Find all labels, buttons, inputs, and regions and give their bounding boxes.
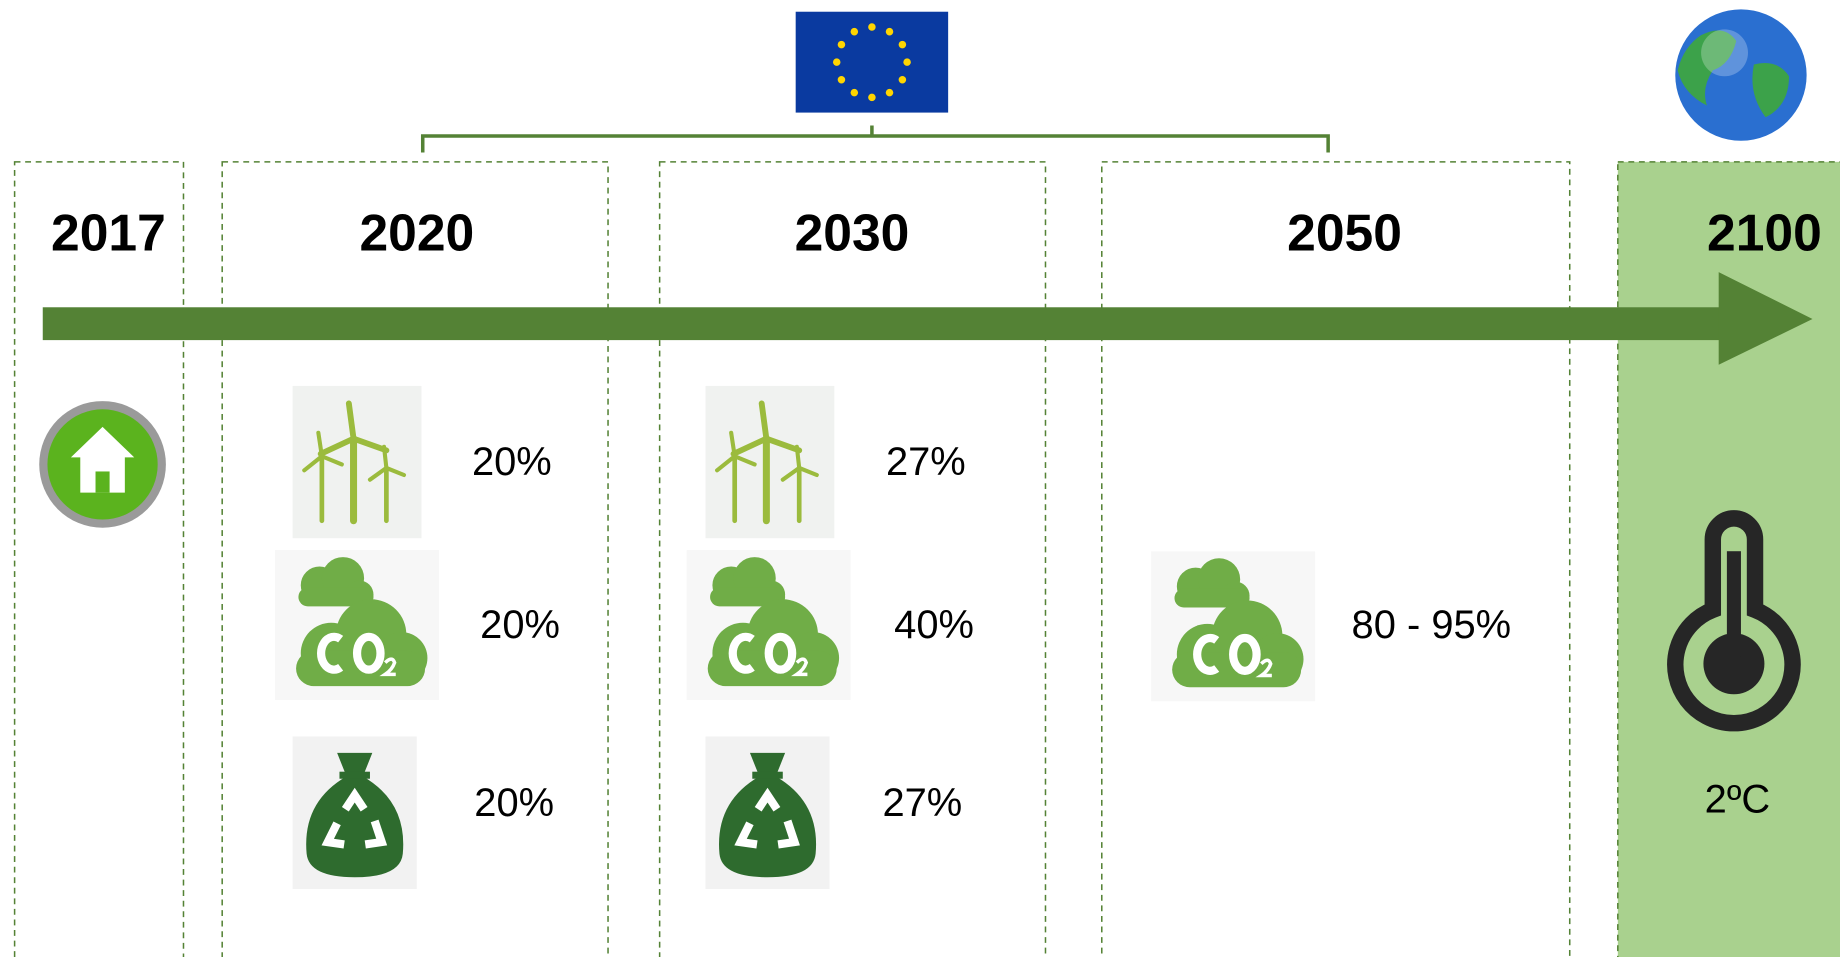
flag-star: [837, 75, 846, 84]
flag-star: [832, 58, 841, 66]
waste-icon: [705, 737, 829, 889]
flag-star: [868, 23, 876, 31]
target-value: 27%: [882, 781, 962, 825]
temperature-value: 2ºC: [1705, 778, 1771, 822]
renewables-icon: [293, 386, 422, 538]
year-label: 2017: [51, 204, 166, 262]
flag-star: [898, 75, 907, 84]
flag-star: [850, 88, 859, 97]
flag-star: [850, 27, 859, 36]
renewables-icon: [705, 386, 834, 538]
timeline-arrow: [42, 272, 1813, 365]
thermometer-icon: [1667, 510, 1801, 732]
column-box: [13, 161, 185, 957]
year-label: 2020: [359, 204, 474, 262]
flag-star: [903, 58, 911, 66]
target-value: 20%: [472, 440, 552, 484]
flag-star: [885, 27, 894, 36]
column-box: [221, 161, 609, 957]
co2-icon: [275, 550, 439, 700]
flag-star: [898, 40, 907, 49]
target-value: 80 - 95%: [1352, 603, 1512, 647]
target-value: 20%: [474, 781, 554, 825]
column-box: [658, 161, 1047, 957]
column-box: [1617, 161, 1840, 957]
home-icon: [39, 401, 166, 528]
eu-flag: [795, 11, 949, 113]
globe-icon: [1675, 9, 1807, 141]
year-label: 2050: [1287, 204, 1402, 262]
flag-star: [837, 40, 846, 49]
target-value: 20%: [480, 603, 560, 647]
year-label: 2030: [795, 204, 910, 262]
flag-star: [868, 93, 876, 102]
waste-icon: [293, 737, 417, 889]
target-value: 40%: [894, 603, 974, 647]
year-label: 2100: [1707, 204, 1822, 262]
co2-icon: [687, 550, 851, 700]
flag-star: [885, 88, 894, 97]
target-value: 27%: [886, 440, 966, 484]
co2-icon: [1151, 551, 1315, 701]
column-box: [1101, 161, 1571, 957]
bracket: [420, 125, 1330, 153]
